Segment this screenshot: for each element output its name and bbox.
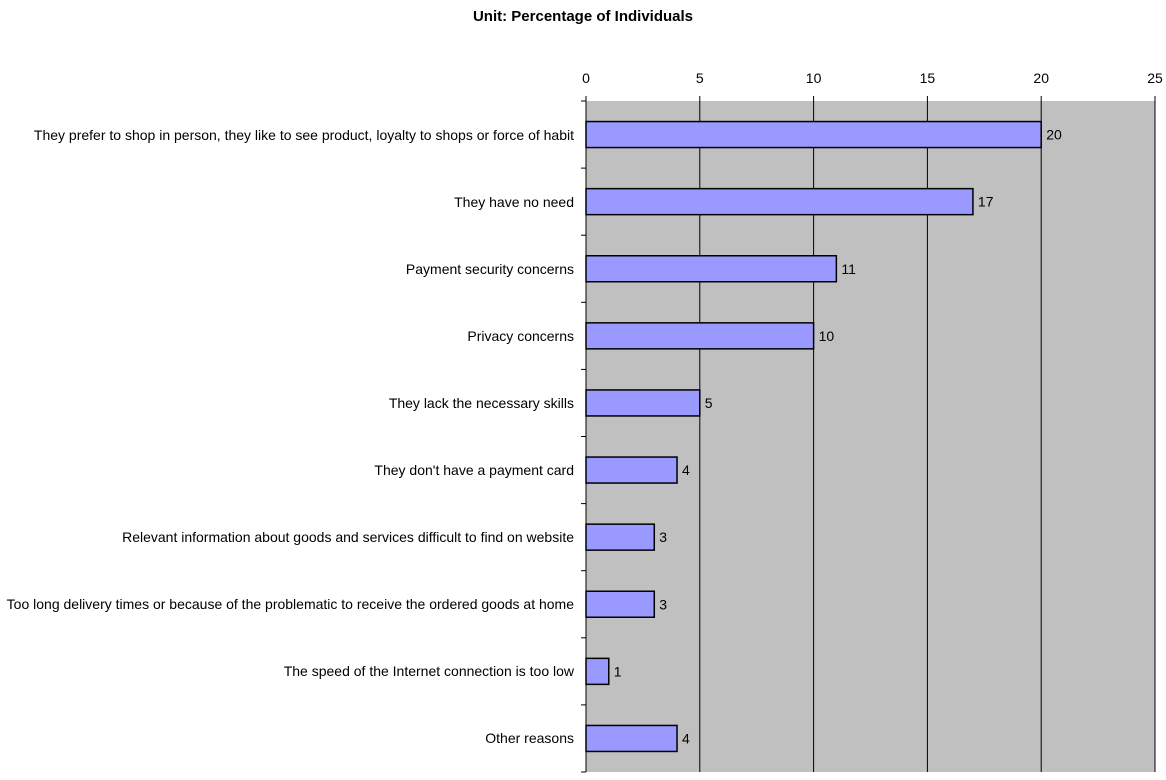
bar	[585, 187, 974, 216]
bar-value-label: 3	[659, 596, 667, 612]
bar	[585, 456, 678, 484]
category-label: Relevant information about goods and ser…	[122, 529, 574, 546]
category-label: Other reasons	[485, 730, 574, 747]
category-label: Too long delivery times or because of th…	[6, 596, 574, 613]
bar	[585, 255, 838, 283]
bar	[585, 657, 610, 686]
bar-value-label: 4	[682, 730, 690, 746]
chart-title: Unit: Percentage of Individuals	[472, 8, 694, 25]
bar-value-label: 3	[659, 529, 667, 545]
bar-value-label: 10	[819, 328, 835, 344]
x-tick-label-15: 15	[920, 70, 936, 86]
x-tick-label-10: 10	[806, 70, 822, 86]
bar-value-label: 5	[705, 395, 713, 411]
bar-value-label: 4	[682, 462, 690, 478]
bar	[585, 389, 701, 417]
bar-value-label: 11	[841, 261, 856, 277]
x-tick-label-25: 25	[1147, 70, 1163, 86]
bar-value-label: 17	[978, 194, 994, 210]
bar-value-label: 1	[614, 663, 622, 679]
category-label: The speed of the Internet connection is …	[283, 663, 574, 680]
category-label: They prefer to shop in person, they like…	[33, 126, 574, 143]
category-label: Payment security concerns	[405, 260, 574, 277]
bar	[585, 590, 656, 618]
bar	[585, 120, 1042, 149]
category-label: They have no need	[454, 193, 574, 210]
x-tick-label-0: 0	[582, 70, 590, 86]
x-tick-label-20: 20	[1033, 70, 1049, 86]
category-label: They don't have a payment card	[374, 462, 574, 479]
category-label: Privacy concerns	[467, 327, 574, 344]
bar	[585, 724, 678, 753]
bar	[585, 523, 656, 551]
bar	[585, 322, 815, 350]
x-tick-label-5: 5	[696, 70, 704, 86]
category-label: They lack the necessary skills	[388, 394, 574, 411]
bar-value-label: 20	[1046, 127, 1062, 143]
